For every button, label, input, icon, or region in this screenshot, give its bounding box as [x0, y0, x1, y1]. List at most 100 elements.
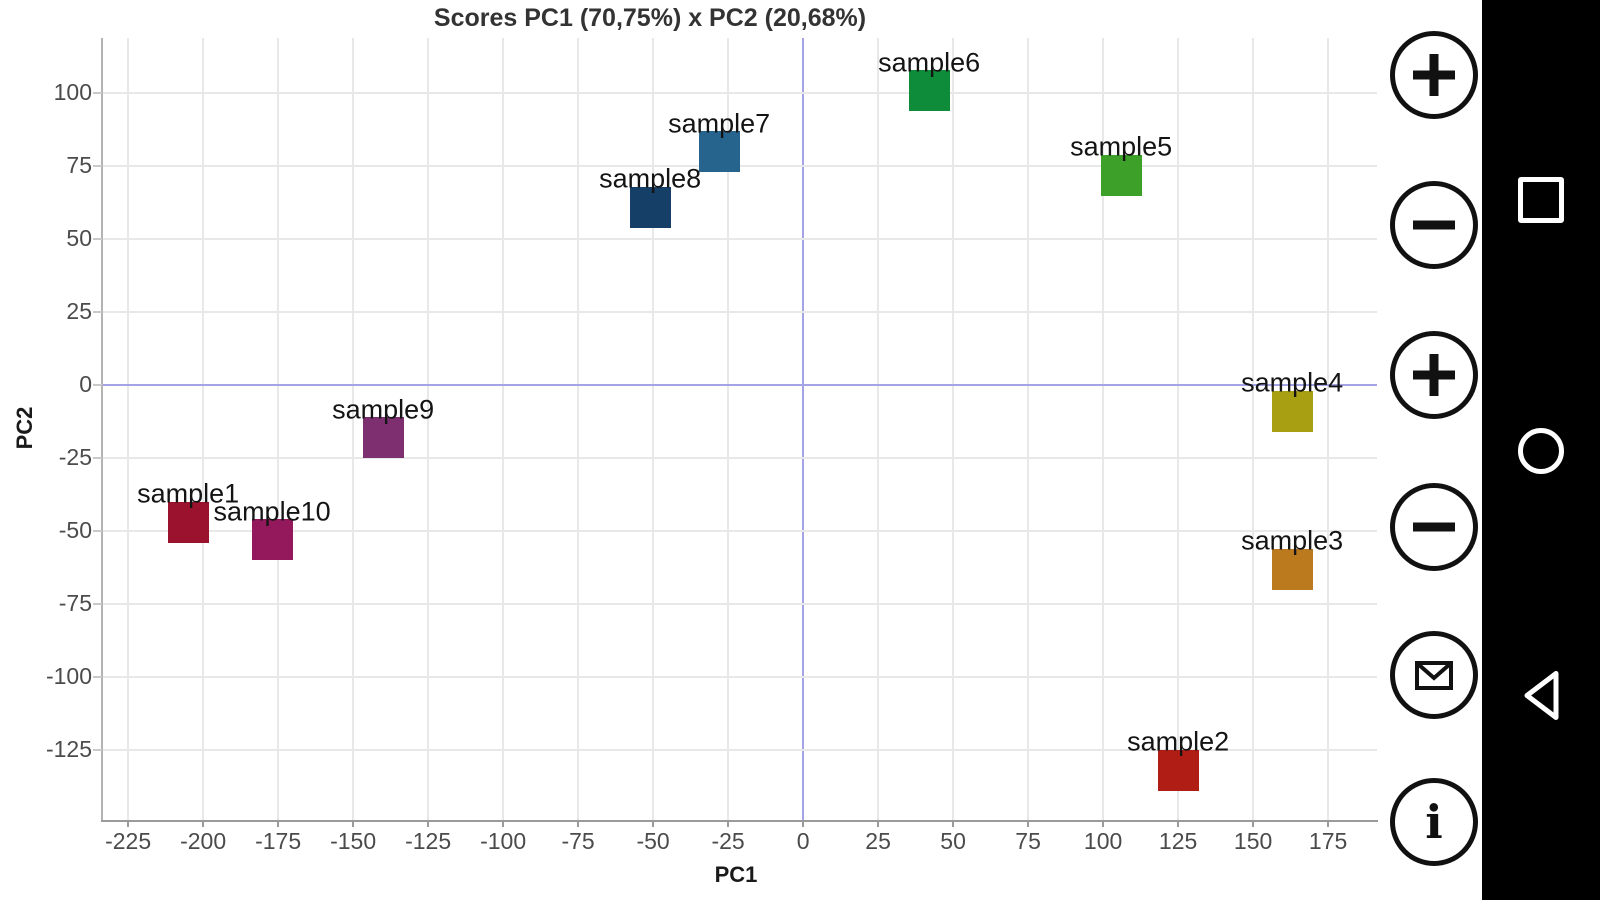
y-tick-mark [93, 238, 102, 241]
x-tick-mark [127, 820, 130, 827]
x-tick-mark [652, 820, 655, 827]
data-point-label-sample2: sample2 [1127, 726, 1230, 757]
x-tick-label: 25 [865, 828, 891, 854]
zoom-out-icon [1408, 501, 1460, 553]
data-point-sample7[interactable] [698, 131, 740, 173]
email-button[interactable] [1390, 631, 1478, 719]
zero-gridline-vertical [802, 38, 805, 820]
gridline-vertical [952, 38, 955, 820]
x-tick-label: 50 [940, 828, 966, 854]
y-tick-mark [93, 530, 102, 533]
y-tick-mark [93, 457, 102, 460]
zero-gridline-horizontal [102, 384, 1377, 387]
gridline-horizontal [102, 530, 1377, 533]
y-tick-label: 75 [66, 152, 92, 179]
back-button[interactable] [1520, 669, 1562, 728]
back-triangle-icon [1520, 669, 1562, 728]
gridline-vertical [877, 38, 880, 820]
data-point-sample10[interactable] [251, 519, 293, 561]
x-axis-line [101, 820, 1378, 822]
recents-square-icon [1518, 177, 1564, 223]
x-tick-label: -225 [105, 828, 152, 854]
y-tick-mark [93, 311, 102, 314]
zoom-in-button-2[interactable] [1390, 331, 1478, 419]
gridline-horizontal [102, 238, 1377, 241]
data-point-sample8[interactable] [629, 186, 671, 228]
gridline-vertical [427, 38, 430, 820]
x-tick-label: -125 [405, 828, 452, 854]
x-tick-mark [1102, 820, 1105, 827]
x-tick-label: 150 [1233, 828, 1273, 854]
zoom-out-icon [1408, 199, 1460, 251]
y-axis-line [101, 38, 103, 822]
gridline-vertical [1327, 38, 1330, 820]
data-point-label-sample5: sample5 [1070, 131, 1173, 162]
gridline-vertical [1252, 38, 1255, 820]
x-tick-label: -50 [636, 828, 670, 854]
y-tick-mark [93, 92, 102, 95]
gridline-vertical [1177, 38, 1180, 820]
info-icon: i [1425, 795, 1443, 849]
data-point-label-sample6: sample6 [878, 47, 981, 78]
recents-button[interactable] [1518, 177, 1564, 223]
x-tick-mark [352, 820, 355, 827]
x-tick-label: -25 [711, 828, 745, 854]
y-tick-label: -100 [45, 663, 92, 690]
data-point-sample9[interactable] [362, 417, 404, 459]
gridline-vertical [502, 38, 505, 820]
x-tick-mark [427, 820, 430, 827]
x-tick-mark [202, 820, 205, 827]
x-tick-label: 0 [796, 828, 810, 854]
data-point-sample5[interactable] [1100, 154, 1142, 196]
x-axis-label: PC1 [714, 862, 758, 887]
gridline-vertical [1102, 38, 1105, 820]
data-point-sample1[interactable] [167, 501, 209, 543]
y-tick-label: -125 [45, 735, 92, 762]
gridline-vertical [727, 38, 730, 820]
x-tick-label: -100 [480, 828, 527, 854]
zoom-out-button[interactable] [1390, 181, 1478, 269]
y-tick-label: -25 [58, 444, 92, 471]
y-tick-label: -75 [58, 590, 92, 617]
data-point-label-sample7: sample7 [668, 108, 771, 139]
x-tick-mark [577, 820, 580, 827]
y-tick-mark [93, 603, 102, 606]
home-button[interactable] [1518, 428, 1564, 474]
y-tick-label: -50 [58, 517, 92, 544]
home-circle-icon [1518, 428, 1564, 474]
y-tick-mark [93, 748, 102, 751]
y-tick-mark [93, 676, 102, 679]
zoom-in-icon [1408, 349, 1460, 401]
x-tick-mark [877, 820, 880, 827]
scores-scatter-plot[interactable]: Scores PC1 (70,75%) x PC2 (20,68%) PC1 P… [0, 0, 1482, 900]
info-button[interactable]: i [1390, 778, 1478, 866]
gridline-vertical [127, 38, 130, 820]
android-navigation-bar [1482, 0, 1600, 900]
x-tick-mark [502, 820, 505, 827]
zoom-in-icon [1408, 49, 1460, 101]
x-tick-label: 175 [1308, 828, 1348, 854]
x-tick-label: 75 [1015, 828, 1041, 854]
data-point-sample2[interactable] [1157, 749, 1199, 791]
gridline-vertical [202, 38, 205, 820]
x-tick-mark [802, 820, 805, 827]
x-tick-mark [952, 820, 955, 827]
gridline-vertical [577, 38, 580, 820]
x-tick-mark [1327, 820, 1330, 827]
x-tick-label: -75 [561, 828, 595, 854]
data-point-label-sample1: sample1 [137, 478, 240, 509]
zoom-out-button-2[interactable] [1390, 483, 1478, 571]
data-point-label-sample3: sample3 [1241, 525, 1344, 556]
data-point-label-sample8: sample8 [599, 163, 702, 194]
x-tick-mark [277, 820, 280, 827]
y-tick-label: 100 [53, 79, 92, 106]
data-point-sample6[interactable] [908, 70, 950, 112]
x-tick-label: 100 [1083, 828, 1123, 854]
gridline-horizontal [102, 748, 1377, 751]
email-icon [1407, 648, 1461, 702]
zoom-in-button[interactable] [1390, 31, 1478, 119]
data-point-sample4[interactable] [1271, 390, 1313, 432]
data-point-sample3[interactable] [1271, 548, 1313, 590]
gridline-vertical [352, 38, 355, 820]
